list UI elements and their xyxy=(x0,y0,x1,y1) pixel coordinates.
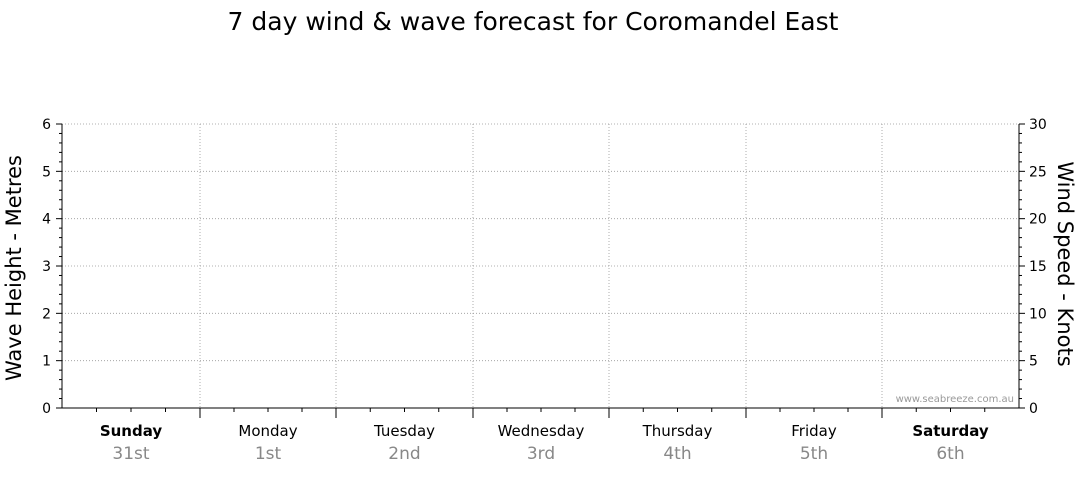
right-axis-label: Wind Speed - Knots xyxy=(1053,161,1077,366)
left-tick-label: 2 xyxy=(42,306,51,322)
left-tick-label: 1 xyxy=(42,354,51,370)
day-name-label: Friday xyxy=(791,422,837,440)
right-tick-label: 10 xyxy=(1029,306,1047,322)
day-date-label: 2nd xyxy=(388,444,420,464)
day-date-label: 3rd xyxy=(527,444,555,464)
day-name-label: Thursday xyxy=(642,422,713,440)
right-tick-label: 5 xyxy=(1029,354,1038,370)
day-name-label: Sunday xyxy=(100,422,163,440)
right-tick-label: 0 xyxy=(1029,401,1038,417)
right-tick-label: 30 xyxy=(1029,117,1047,133)
left-tick-label: 4 xyxy=(42,212,51,228)
left-axis-label: Wave Height - Metres xyxy=(2,155,26,381)
day-name-label: Tuesday xyxy=(373,422,435,440)
day-name-label: Monday xyxy=(238,422,297,440)
day-date-label: 1st xyxy=(255,444,282,464)
left-tick-label: 6 xyxy=(42,117,51,133)
day-date-label: 31st xyxy=(112,444,149,464)
left-tick-label: 3 xyxy=(42,259,51,275)
day-date-label: 6th xyxy=(936,444,964,464)
left-tick-label: 5 xyxy=(42,164,51,180)
left-tick-label: 0 xyxy=(42,401,51,417)
day-date-label: 5th xyxy=(800,444,828,464)
day-date-label: 4th xyxy=(663,444,691,464)
day-name-label: Saturday xyxy=(912,422,989,440)
right-tick-label: 20 xyxy=(1029,212,1047,228)
right-tick-label: 25 xyxy=(1029,164,1047,180)
chart-title: 7 day wind & wave forecast for Coromande… xyxy=(228,7,839,36)
watermark-text: www.seabreeze.com.au xyxy=(896,394,1014,405)
day-name-label: Wednesday xyxy=(498,422,585,440)
right-tick-label: 15 xyxy=(1029,259,1047,275)
